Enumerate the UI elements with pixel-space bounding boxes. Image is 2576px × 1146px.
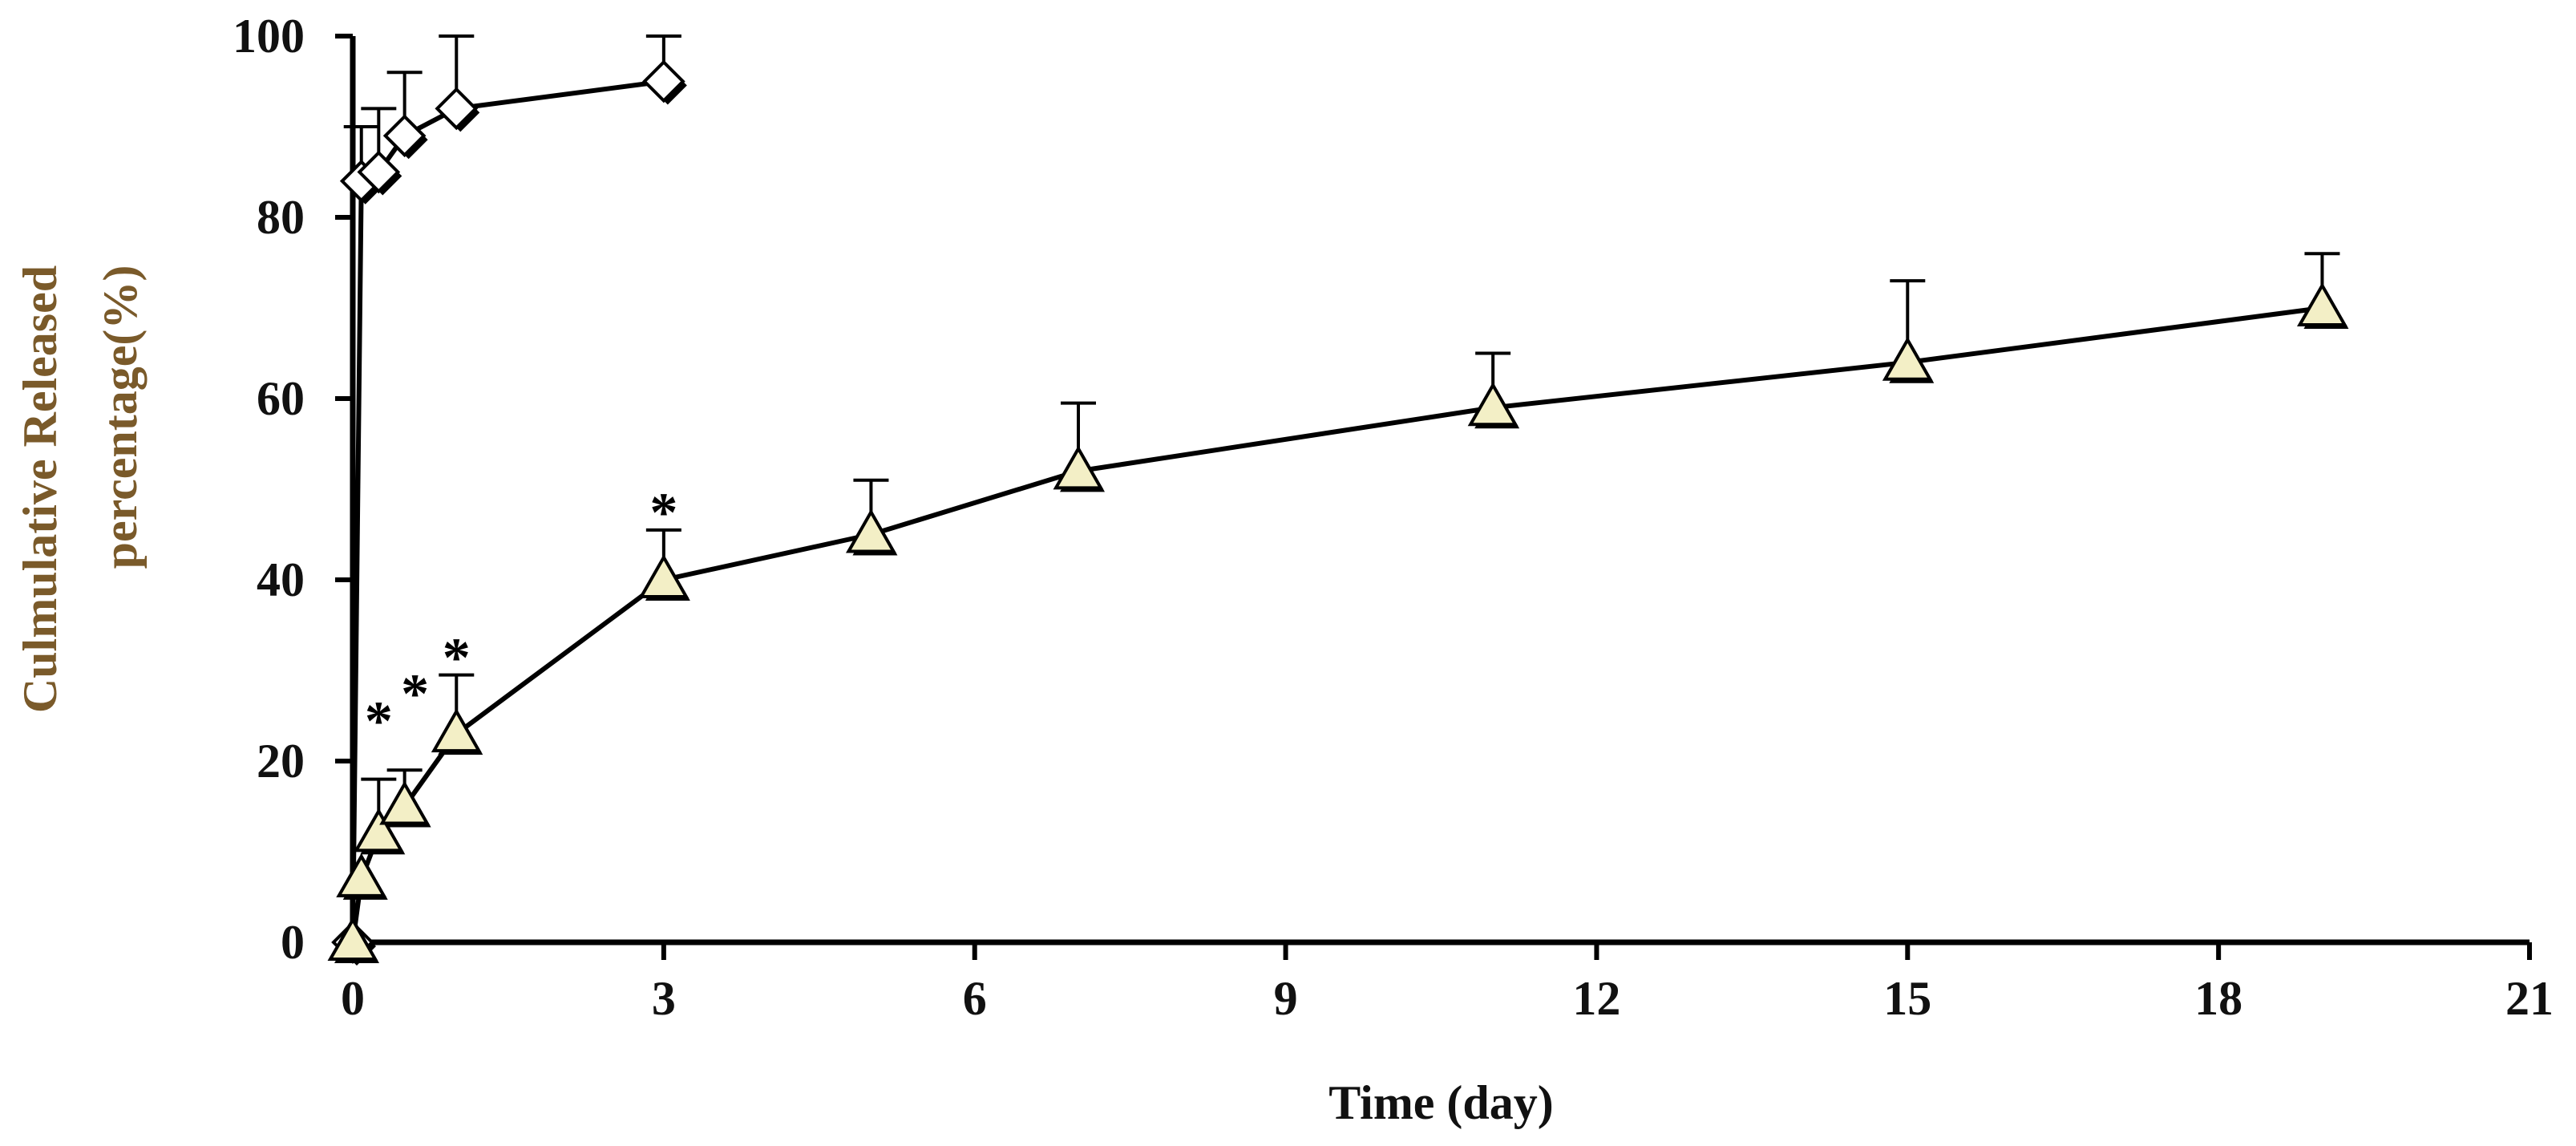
x-tick-label: 3 — [652, 972, 676, 1025]
y-axis-title: Culmulative Released percentage(%) — [14, 265, 147, 714]
y-tick-label: 20 — [257, 735, 305, 788]
y-tick-label: 100 — [233, 10, 305, 63]
significance-marker: * — [649, 483, 677, 545]
significance-marker: * — [443, 627, 471, 689]
y-axis-title-line-2: percentage(%) — [94, 265, 147, 569]
data-point — [435, 87, 479, 131]
series-layer — [327, 34, 2349, 966]
data-point — [357, 150, 401, 194]
axes: 0 3 6 9 12 15 18 21 0 20 40 60 80 100 — [233, 10, 2554, 1025]
data-point — [336, 852, 387, 897]
x-tick-label: 18 — [2194, 972, 2242, 1025]
data-point — [845, 508, 896, 553]
x-tick-label: 6 — [963, 972, 987, 1025]
y-axis-title-line-1: Culmulative Released — [14, 265, 67, 713]
x-tick-label: 21 — [2505, 972, 2554, 1025]
significance-marker: * — [401, 664, 429, 726]
data-point — [638, 553, 689, 598]
y-tick-label: 0 — [281, 916, 305, 969]
y-tick-label: 80 — [257, 191, 305, 244]
series-line — [350, 306, 2323, 943]
y-tick-label: 60 — [257, 372, 305, 425]
annotations-layer: * *** — [365, 483, 678, 753]
data-point — [379, 780, 431, 825]
x-tick-label: 9 — [1274, 972, 1298, 1025]
x-tick-label: 12 — [1572, 972, 1620, 1025]
data-point — [1053, 445, 1104, 490]
data-point — [431, 708, 482, 753]
data-point — [1467, 382, 1519, 427]
data-point — [642, 59, 685, 103]
series-line — [350, 79, 665, 943]
data-point — [327, 916, 378, 961]
y-tick-label: 40 — [257, 553, 305, 606]
x-axis-title: Time (day) — [1328, 1076, 1554, 1129]
series-triangle — [327, 252, 2349, 963]
significance-marker: * — [365, 691, 393, 753]
x-tick-label: 15 — [1883, 972, 1931, 1025]
data-point — [2296, 281, 2348, 326]
x-tick-label: 0 — [341, 972, 365, 1025]
data-point — [1882, 336, 1933, 381]
data-point — [382, 114, 427, 158]
data-point — [353, 808, 404, 852]
